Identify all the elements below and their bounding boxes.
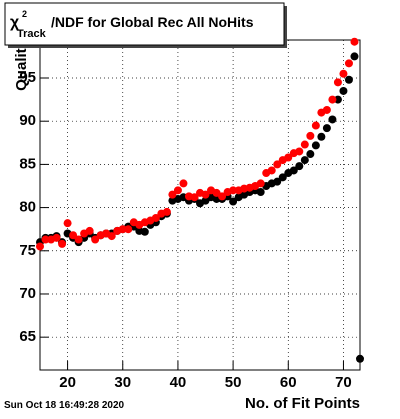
data-point <box>350 37 359 46</box>
data-point <box>107 232 116 241</box>
data-point <box>300 140 309 149</box>
data-point <box>140 227 149 236</box>
data-point <box>339 86 348 95</box>
data-point <box>63 219 72 228</box>
data-point <box>256 188 265 197</box>
data-point <box>85 226 94 235</box>
data-point <box>339 69 348 78</box>
data-point <box>322 105 331 114</box>
y-tick-label: 75 <box>19 242 36 259</box>
data-point <box>229 186 238 195</box>
y-tick-label: 85 <box>19 155 36 172</box>
data-point <box>52 233 61 242</box>
data-point <box>273 177 282 186</box>
x-tick-label: 30 <box>114 374 131 391</box>
title-text: /NDF for Global Rec All NoHits <box>51 14 254 30</box>
data-point <box>151 213 160 222</box>
y-tick-label: 65 <box>19 328 36 345</box>
data-point <box>311 141 320 150</box>
data-point <box>328 95 337 104</box>
data-point <box>124 225 133 234</box>
y-tick-label: 90 <box>19 112 36 129</box>
data-point <box>356 354 364 363</box>
data-point <box>179 179 188 188</box>
data-point <box>333 95 342 104</box>
data-point <box>328 115 337 124</box>
data-point <box>284 153 293 162</box>
data-point <box>118 225 127 234</box>
data-point <box>350 52 359 61</box>
data-point <box>278 173 287 182</box>
data-point <box>190 193 199 202</box>
data-point <box>322 124 331 133</box>
x-tick-label: 50 <box>225 374 242 391</box>
data-point <box>311 121 320 130</box>
x-tick-label: 40 <box>170 374 187 391</box>
y-tick-label: 80 <box>19 199 36 216</box>
data-point <box>267 166 276 175</box>
data-point <box>218 192 227 201</box>
data-point <box>58 239 67 248</box>
data-point <box>173 186 182 195</box>
y-axis-label: Quality <box>13 39 30 91</box>
data-point <box>91 235 100 244</box>
data-point <box>229 197 238 206</box>
title-box <box>4 2 285 46</box>
data-point <box>289 166 298 175</box>
data-point <box>306 150 315 159</box>
data-point <box>273 160 282 169</box>
data-point <box>256 179 265 188</box>
title-subscript: Track <box>17 28 47 40</box>
data-point <box>201 190 210 199</box>
data-point <box>41 235 50 244</box>
data-point <box>36 242 44 251</box>
x-axis-label: No. of Fit Points <box>245 395 360 412</box>
timestamp: Sun Oct 18 16:49:28 2020 <box>4 400 125 411</box>
data-point <box>333 78 342 87</box>
data-point <box>295 162 304 171</box>
y-tick-label: 95 <box>19 69 36 86</box>
data-point <box>306 131 315 140</box>
plot-area: 20 30 40 50 60 70 65 70 75 80 85 90 95 <box>19 37 364 391</box>
data-point <box>295 147 304 156</box>
data-point <box>74 235 83 244</box>
data-point <box>317 132 326 141</box>
data-point <box>344 75 353 84</box>
data-point <box>162 207 171 216</box>
data-point <box>168 190 177 199</box>
data-point <box>344 59 353 68</box>
x-tick-label: 70 <box>335 374 352 391</box>
title-superscript: 2 <box>22 9 27 19</box>
data-point <box>300 156 309 165</box>
title-symbol: χ <box>10 14 20 31</box>
y-tick-label: 70 <box>19 285 36 302</box>
data-point <box>69 231 78 240</box>
x-tick-label: 60 <box>280 374 297 391</box>
x-tick-label: 20 <box>59 374 76 391</box>
